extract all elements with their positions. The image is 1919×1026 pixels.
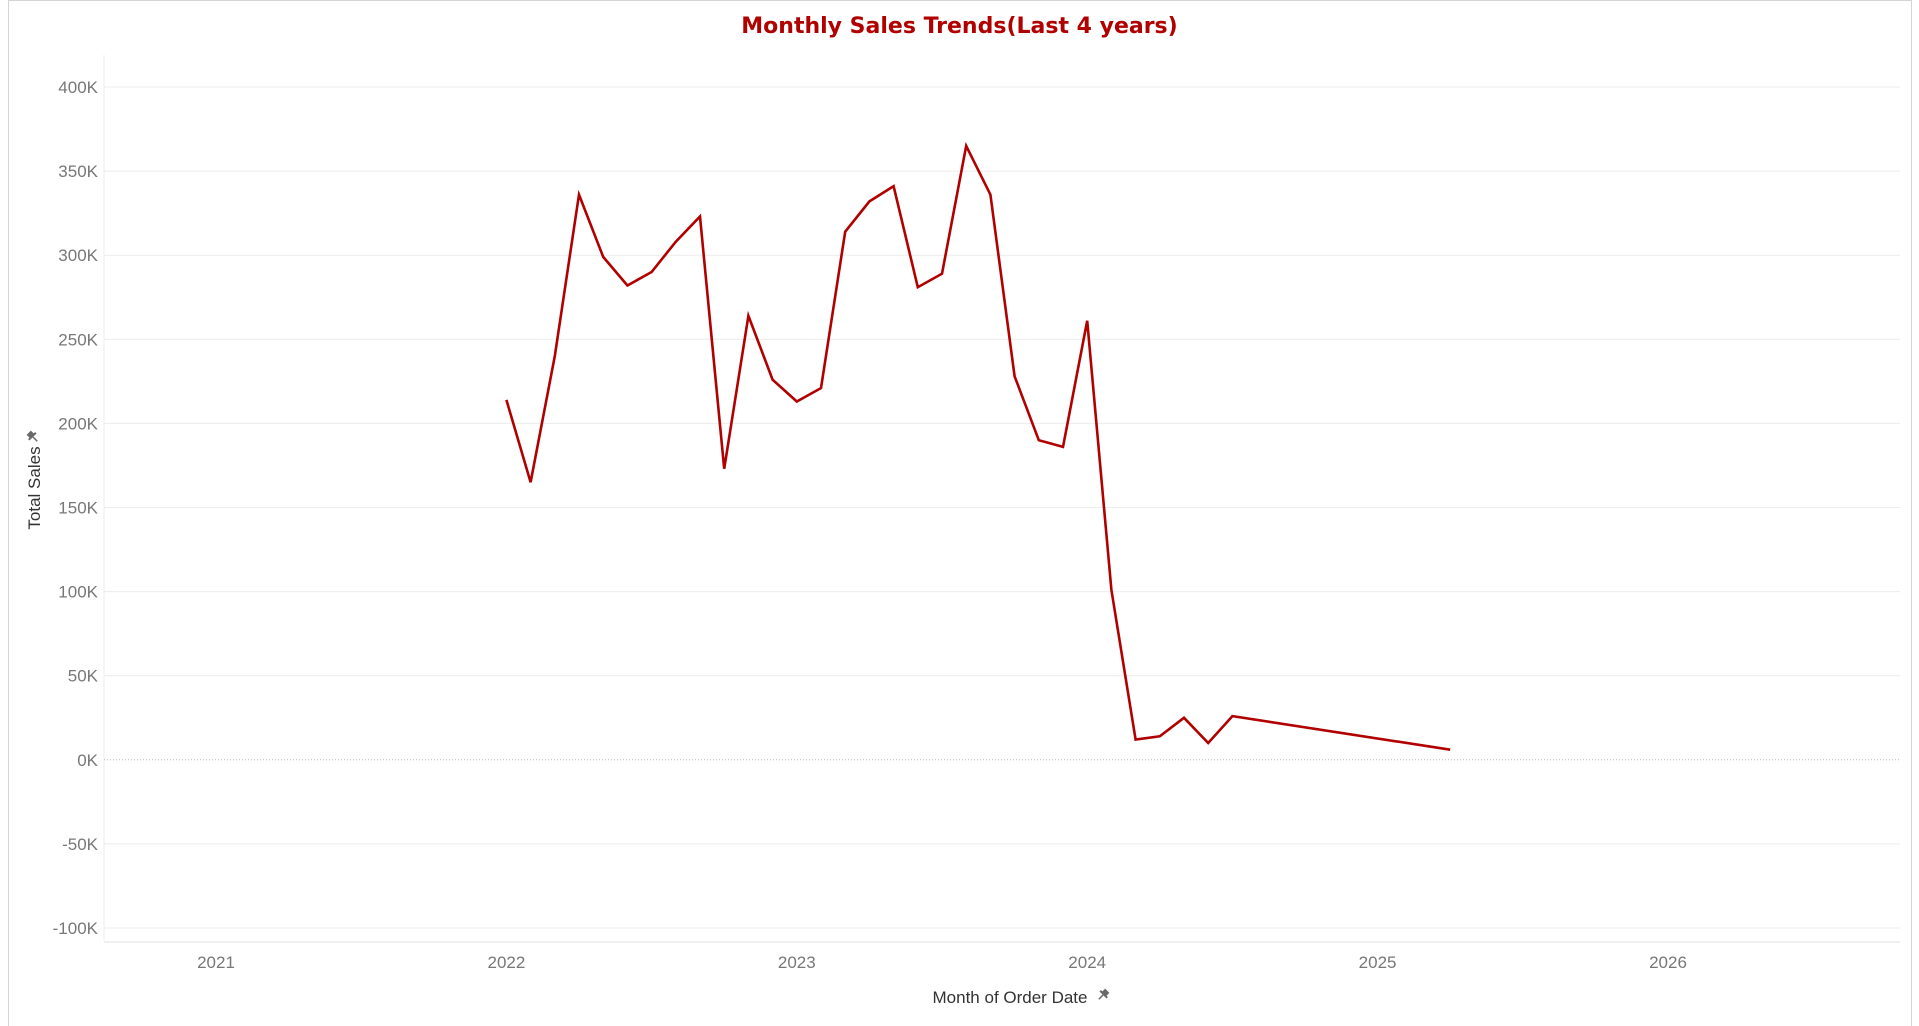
data-point	[601, 255, 605, 259]
x-tick-label: 2023	[778, 953, 816, 972]
x-axis-title: Month of Order Date	[933, 988, 1088, 1007]
data-point	[650, 270, 654, 274]
data-point	[1182, 716, 1186, 720]
data-point	[553, 354, 557, 358]
y-tick-label: 150K	[58, 499, 98, 518]
data-point	[1109, 588, 1113, 592]
y-tick-label: -50K	[62, 835, 99, 854]
pin-icon	[26, 430, 38, 442]
data-point	[940, 272, 944, 276]
y-tick-label: 200K	[58, 414, 98, 433]
data-point	[625, 283, 629, 287]
data-point	[1448, 748, 1452, 752]
data-point	[916, 285, 920, 289]
data-point	[867, 199, 871, 203]
data-point	[1158, 734, 1162, 738]
data-point	[529, 480, 533, 484]
x-tick-label: 2024	[1068, 953, 1106, 972]
x-tick-label: 2025	[1359, 953, 1397, 972]
data-point	[698, 215, 702, 219]
data-point	[1013, 374, 1017, 378]
data-point	[1230, 714, 1234, 718]
data-point	[577, 193, 581, 197]
y-tick-label: -100K	[53, 919, 99, 938]
data-point	[988, 193, 992, 197]
pin-icon	[1098, 988, 1110, 1000]
chart-title: Monthly Sales Trends(Last 4 years)	[741, 14, 1178, 39]
y-tick-label: 100K	[58, 583, 98, 602]
x-tick-label: 2021	[197, 953, 235, 972]
y-tick-label: 300K	[58, 246, 98, 265]
series-line-total-sales	[505, 141, 1451, 751]
data-point	[1037, 438, 1041, 442]
data-point	[1061, 445, 1065, 449]
y-tick-label: 350K	[58, 162, 98, 181]
y-tick-label: 50K	[68, 667, 99, 686]
data-point	[746, 314, 750, 318]
data-point	[892, 184, 896, 188]
data-point	[771, 378, 775, 382]
data-point	[1134, 738, 1138, 742]
data-point	[504, 398, 508, 402]
x-tick-label: 2026	[1649, 953, 1687, 972]
y-tick-label: 0K	[77, 751, 98, 770]
data-point	[795, 400, 799, 404]
data-point	[674, 240, 678, 244]
data-point	[843, 230, 847, 234]
y-axis-title: Total Sales	[25, 446, 44, 529]
y-tick-label: 250K	[58, 330, 98, 349]
data-point	[1085, 319, 1089, 323]
data-point	[819, 386, 823, 390]
data-point	[964, 144, 968, 148]
chart-frame	[8, 0, 1912, 1026]
y-tick-label: 400K	[58, 78, 98, 97]
x-tick-label: 2022	[487, 953, 525, 972]
data-point	[722, 467, 726, 471]
data-point	[1206, 741, 1210, 745]
